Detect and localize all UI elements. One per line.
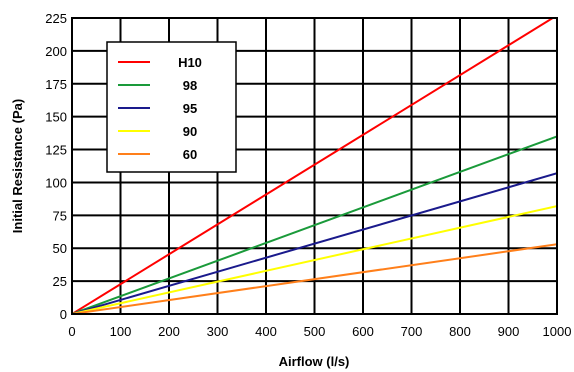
series-line-95: [72, 172, 557, 314]
legend-label-60: 60: [183, 147, 197, 162]
series-line-H10: [72, 18, 555, 314]
y-tick-label: 25: [53, 274, 67, 289]
x-tick-labels: 0 100 200 300 400 500 600 700 800 900 1000: [68, 324, 571, 339]
x-tick-label: 800: [449, 324, 471, 339]
y-tick-label: 175: [45, 77, 67, 92]
plot-border: [71, 17, 558, 315]
x-tick-label: 200: [158, 324, 180, 339]
y-tick-label: 225: [45, 11, 67, 26]
y-tick-label: 125: [45, 143, 67, 158]
y-tick-label: 150: [45, 110, 67, 125]
y-tick-label: 200: [45, 44, 67, 59]
series-line-98: [72, 135, 557, 314]
legend: H10 98 95 90 60: [106, 41, 237, 173]
legend-label-98: 98: [183, 78, 197, 93]
x-tick-label: 0: [68, 324, 75, 339]
x-tick-label: 1000: [543, 324, 572, 339]
legend-label-H10: H10: [178, 55, 202, 70]
series-line-90: [72, 205, 557, 314]
x-tick-label: 700: [401, 324, 423, 339]
y-tick-label: 50: [53, 241, 67, 256]
x-tick-label: 900: [498, 324, 520, 339]
y-tick-label: 0: [60, 307, 67, 322]
y-tick-labels: 0 25 50 75 100 125 150 175 200 225: [45, 11, 67, 322]
y-tick-label: 100: [45, 175, 67, 190]
y-tick-label: 75: [53, 208, 67, 223]
x-tick-label: 500: [304, 324, 326, 339]
series-lines: [72, 18, 557, 314]
legend-label-95: 95: [183, 101, 197, 116]
x-tick-label: 100: [110, 324, 132, 339]
x-tick-label: 600: [352, 324, 374, 339]
x-tick-label: 400: [255, 324, 277, 339]
x-tick-label: 300: [207, 324, 229, 339]
x-axis-title: Airflow (l/s): [279, 354, 350, 369]
y-axis-title: Initial Resistance (Pa): [10, 99, 25, 233]
series-line-60: [72, 243, 557, 314]
legend-label-90: 90: [183, 124, 197, 139]
